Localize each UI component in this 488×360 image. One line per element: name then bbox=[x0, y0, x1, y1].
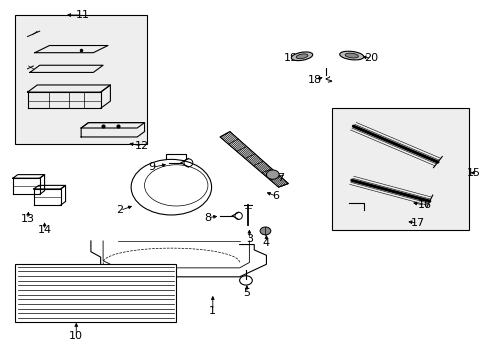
Text: 3: 3 bbox=[245, 234, 252, 244]
Text: 8: 8 bbox=[204, 213, 211, 222]
Ellipse shape bbox=[345, 53, 358, 58]
Ellipse shape bbox=[296, 54, 307, 59]
Text: 14: 14 bbox=[38, 225, 52, 235]
Polygon shape bbox=[220, 132, 288, 187]
Text: 4: 4 bbox=[263, 238, 269, 248]
Text: 2: 2 bbox=[116, 206, 123, 216]
Text: 10: 10 bbox=[69, 331, 83, 341]
Text: 20: 20 bbox=[364, 53, 378, 63]
Text: 17: 17 bbox=[410, 218, 424, 228]
Text: 18: 18 bbox=[307, 75, 322, 85]
Text: 7: 7 bbox=[277, 173, 284, 183]
Text: 13: 13 bbox=[20, 215, 35, 224]
Bar bbox=[331, 108, 468, 230]
Text: 5: 5 bbox=[243, 288, 250, 298]
Text: 6: 6 bbox=[272, 191, 279, 201]
Text: 1: 1 bbox=[209, 306, 216, 316]
Text: 11: 11 bbox=[76, 10, 89, 20]
Circle shape bbox=[260, 227, 270, 235]
Ellipse shape bbox=[339, 51, 363, 60]
Text: 19: 19 bbox=[283, 53, 297, 63]
Ellipse shape bbox=[291, 52, 312, 60]
Text: 12: 12 bbox=[135, 141, 149, 151]
Circle shape bbox=[266, 170, 279, 179]
Bar bbox=[15, 15, 147, 144]
Text: 9: 9 bbox=[148, 162, 155, 172]
Text: 16: 16 bbox=[417, 200, 431, 210]
Bar bbox=[15, 264, 176, 321]
Text: 15: 15 bbox=[466, 168, 480, 178]
